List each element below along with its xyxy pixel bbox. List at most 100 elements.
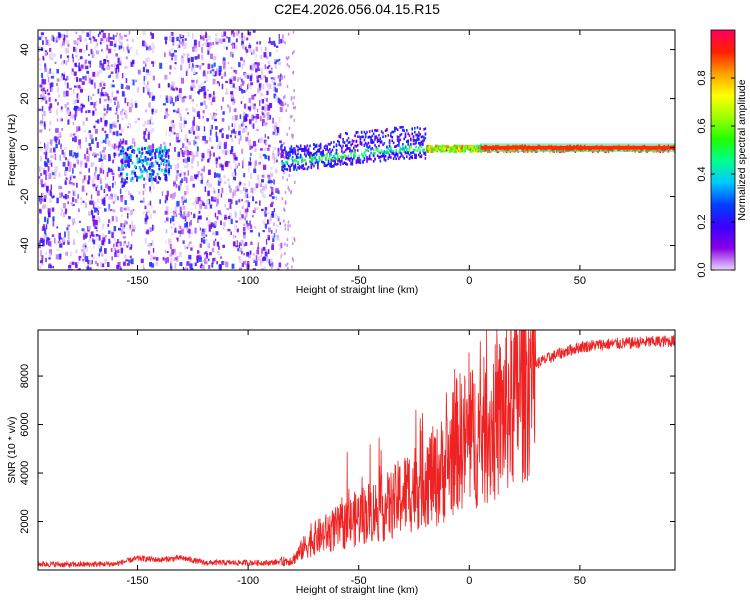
heatmap-cell <box>338 159 340 163</box>
heatmap-cell <box>230 43 233 46</box>
heatmap-cell <box>98 253 100 257</box>
heatmap-cell <box>191 151 194 156</box>
heatmap-cell <box>315 145 318 148</box>
heatmap-cell <box>297 166 299 169</box>
heatmap-cell <box>395 150 397 154</box>
heatmap-cell <box>423 139 425 142</box>
heatmap-cell <box>356 160 359 164</box>
heatmap-cell <box>155 261 158 266</box>
heatmap-cell <box>92 183 96 187</box>
heatmap-cell <box>422 135 424 138</box>
heatmap-cell <box>68 190 71 194</box>
heatmap-cell <box>244 72 248 79</box>
heatmap-cell <box>414 148 416 152</box>
heatmap-cell <box>232 192 234 198</box>
heatmap-cell <box>49 189 52 192</box>
heatmap-cell <box>269 37 271 42</box>
heatmap-cell <box>225 80 228 84</box>
heatmap-cell <box>281 149 283 153</box>
heatmap-cell <box>420 155 423 159</box>
snr-x-ticks: -150 -100 -50 0 50 <box>127 330 586 587</box>
heatmap-cell <box>88 60 92 64</box>
heatmap-cell <box>63 147 67 150</box>
heatmap-cell <box>317 161 319 165</box>
heatmap-cell <box>234 176 236 181</box>
heatmap-cell <box>213 78 216 81</box>
heatmap-cell <box>70 251 72 257</box>
heatmap-cell <box>93 36 96 42</box>
heatmap-cell <box>262 186 265 191</box>
heatmap-cell <box>214 81 218 85</box>
heatmap-cell <box>408 134 411 137</box>
heatmap-cell <box>62 41 65 46</box>
heatmap-cell <box>182 268 185 270</box>
heatmap-cell <box>97 88 100 94</box>
heatmap-cell <box>345 157 347 161</box>
heatmap-cell <box>353 151 355 154</box>
heatmap-cell <box>117 239 119 243</box>
heatmap-cell <box>291 265 293 269</box>
heatmap-cell <box>149 145 153 151</box>
heatmap-cell <box>175 202 177 208</box>
heatmap-cell <box>415 156 417 159</box>
heatmap-cell <box>122 108 125 111</box>
heatmap-cell <box>52 216 55 221</box>
heatmap-cell <box>175 62 177 67</box>
heatmap-cell <box>225 134 229 139</box>
heatmap-cell <box>370 151 372 155</box>
heatmap-cell <box>170 218 172 224</box>
heatmap-cell <box>237 188 240 191</box>
heatmap-cell <box>205 32 208 38</box>
heatmap-cell <box>249 157 251 161</box>
heatmap-cell <box>41 35 44 39</box>
heatmap-cell <box>145 169 148 172</box>
heatmap-cell <box>215 108 217 112</box>
heatmap-cell <box>284 164 286 168</box>
heatmap-cell <box>249 43 251 47</box>
heatmap-cell <box>282 164 285 168</box>
heatmap-cell <box>292 133 294 137</box>
heatmap-cell <box>201 63 205 66</box>
heatmap-cell <box>67 230 70 236</box>
heatmap-cell <box>280 73 282 77</box>
heatmap-cell <box>244 242 248 246</box>
heatmap-cell <box>98 235 101 241</box>
heatmap-cell <box>317 166 319 170</box>
heatmap-cell <box>55 143 58 149</box>
heatmap-cell <box>117 261 121 268</box>
heatmap-cell <box>416 149 419 152</box>
heatmap-cell <box>60 43 64 48</box>
heatmap-cell <box>79 255 82 259</box>
heatmap-cell <box>238 130 241 136</box>
heatmap-cell <box>339 133 342 136</box>
heatmap-cell <box>97 33 100 38</box>
heatmap-cell <box>151 61 155 64</box>
heatmap-cell <box>223 175 226 179</box>
heatmap-cell <box>207 89 209 92</box>
heatmap-cell <box>147 202 150 206</box>
heatmap-cell <box>223 45 226 49</box>
heatmap-cell <box>159 62 163 69</box>
heatmap-cell <box>359 161 362 165</box>
heatmap-cell <box>200 173 203 177</box>
heatmap-cell <box>453 147 456 150</box>
heatmap-cell <box>280 74 283 80</box>
heatmap-cell <box>51 234 55 237</box>
heatmap-cell <box>378 133 380 137</box>
heatmap-cell <box>262 191 264 197</box>
heatmap-cell <box>100 154 103 160</box>
heatmap-cell <box>69 181 73 185</box>
heatmap-cell <box>69 262 72 266</box>
heatmap-cell <box>407 139 409 143</box>
heatmap-cell <box>103 154 107 160</box>
heatmap-cell <box>87 265 89 269</box>
heatmap-cell <box>257 116 260 119</box>
heatmap-cell <box>358 160 360 163</box>
heatmap-cell <box>55 137 58 144</box>
heatmap-cell <box>206 217 208 221</box>
heatmap-cell <box>73 114 76 118</box>
heatmap-cell <box>185 226 189 231</box>
heatmap-cell <box>163 142 166 145</box>
heatmap-cell <box>178 112 182 118</box>
heatmap-cell <box>313 143 315 146</box>
